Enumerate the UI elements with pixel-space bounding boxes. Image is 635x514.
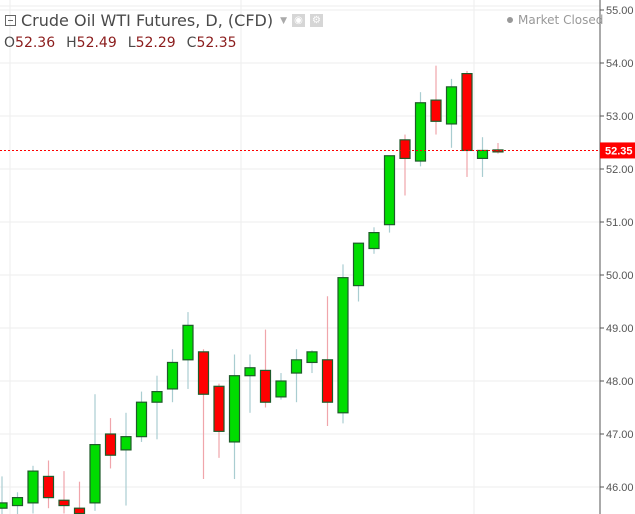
svg-text:48.00: 48.00 [606, 376, 634, 388]
svg-text:55.00: 55.00 [606, 5, 634, 17]
svg-text:46.00: 46.00 [606, 482, 634, 494]
chart-legend: Crude Oil WTI Futures, D, (CFD) ▼ ◉ ⚙ [5, 11, 323, 30]
price-axis[interactable]: 55.00 54.00 53.00 52.00 51.00 50.00 49.00 48.00… [600, 5, 634, 494]
ohlc-low: L52.29 [127, 35, 176, 51]
chevron-down-icon[interactable]: ▼ [280, 15, 287, 26]
svg-text:50.00: 50.00 [606, 270, 634, 282]
candles [0, 65, 504, 514]
svg-text:54.00: 54.00 [606, 58, 634, 70]
gear-icon[interactable]: ⚙ [310, 14, 323, 27]
svg-text:52.35: 52.35 [605, 145, 633, 157]
svg-text:51.00: 51.00 [606, 217, 634, 229]
symbol-title[interactable]: Crude Oil WTI Futures, D, (CFD) [21, 11, 274, 30]
ohlc-high: H52.49 [66, 35, 117, 51]
market-status: Market Closed [507, 13, 603, 27]
last-price-label: 52.35 [600, 142, 635, 159]
svg-text:53.00: 53.00 [606, 111, 634, 123]
collapse-icon[interactable] [5, 15, 16, 26]
status-dot-icon [507, 17, 513, 23]
ohlc-values: O52.36 H52.49 L52.29 C52.35 [4, 35, 237, 51]
svg-text:47.00: 47.00 [606, 429, 634, 441]
svg-text:52.00: 52.00 [606, 164, 634, 176]
svg-text:49.00: 49.00 [606, 323, 634, 335]
ohlc-open: O52.36 [4, 35, 56, 51]
eye-icon[interactable]: ◉ [292, 14, 305, 27]
grid-lines [0, 0, 600, 514]
ohlc-close: C52.35 [186, 35, 237, 51]
